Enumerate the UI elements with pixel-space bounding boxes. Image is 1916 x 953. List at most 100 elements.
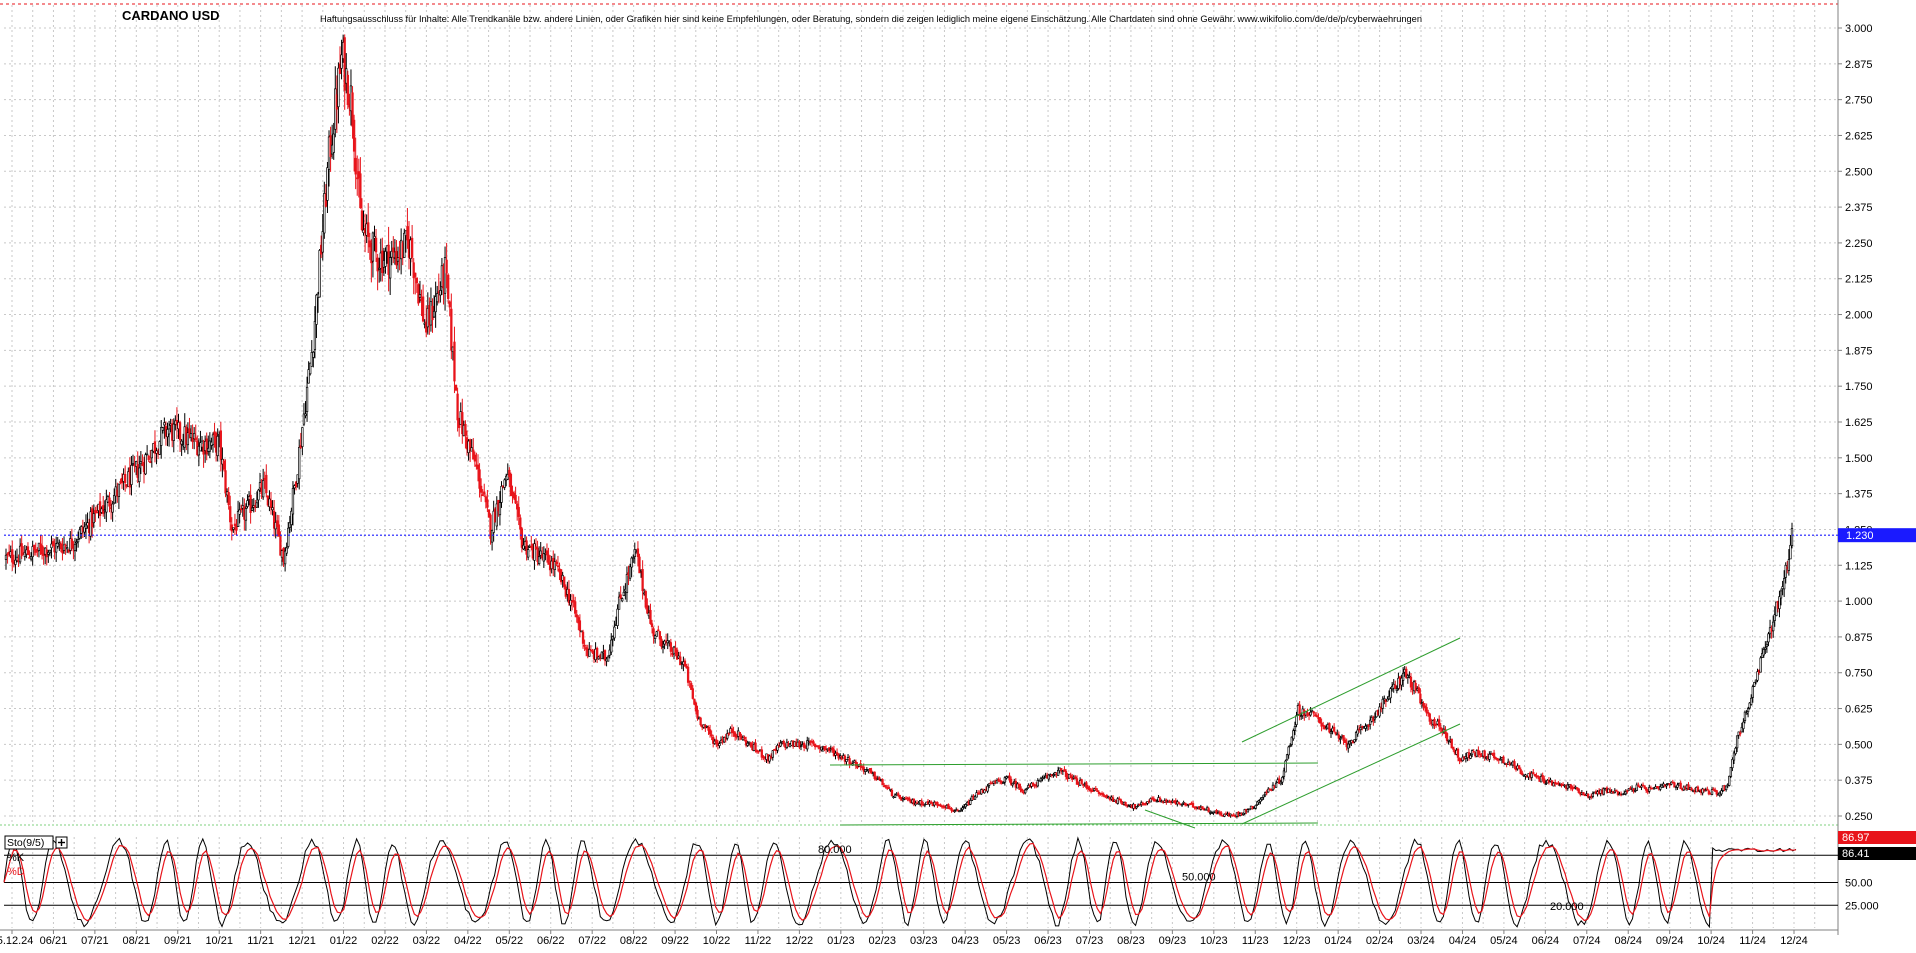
candle-body bbox=[588, 648, 591, 657]
candle-body bbox=[1530, 772, 1533, 778]
candle-body bbox=[307, 369, 310, 384]
candle-body bbox=[1011, 783, 1014, 786]
candle-body bbox=[517, 506, 520, 517]
candle-body bbox=[1259, 798, 1262, 802]
candle-body bbox=[969, 800, 972, 805]
x-tick-label: 10/24 bbox=[1697, 935, 1725, 947]
candle-body bbox=[1477, 749, 1480, 755]
candle-body bbox=[908, 797, 911, 801]
candle-body bbox=[1025, 788, 1028, 790]
candle-body bbox=[1220, 812, 1223, 816]
candle-body bbox=[1467, 752, 1471, 758]
candle-body bbox=[1767, 633, 1770, 643]
candle-body bbox=[514, 494, 517, 504]
candle-body bbox=[1765, 643, 1769, 647]
candle-body bbox=[569, 599, 572, 606]
candle-body bbox=[898, 794, 901, 799]
candle-body bbox=[1364, 725, 1367, 729]
candle-body bbox=[500, 485, 503, 503]
x-tick-label: 06/21 bbox=[40, 935, 68, 947]
candle-body bbox=[1155, 800, 1159, 803]
candle-body bbox=[498, 502, 502, 516]
candle-body bbox=[464, 423, 467, 436]
candle-body bbox=[688, 680, 691, 683]
candle-body bbox=[893, 794, 897, 798]
candle-body bbox=[163, 422, 166, 426]
candle-body bbox=[603, 650, 607, 661]
candle-body bbox=[367, 222, 370, 237]
candle-body bbox=[269, 500, 273, 508]
stoch-d-badge bbox=[1838, 847, 1916, 860]
stoch-tick-label: 50.00 bbox=[1845, 878, 1873, 890]
candle-body bbox=[1287, 746, 1290, 756]
stoch-k-value: 86.97 bbox=[1842, 832, 1870, 844]
candle-body bbox=[732, 730, 735, 734]
candle-body bbox=[240, 508, 243, 511]
candle-body bbox=[834, 752, 837, 756]
candle-body bbox=[384, 251, 387, 267]
y-tick-label: 1.875 bbox=[1845, 345, 1873, 357]
candle-body bbox=[224, 470, 227, 494]
candle-body bbox=[1378, 706, 1381, 717]
candle-body bbox=[1754, 679, 1758, 683]
x-tick-label: 09/23 bbox=[1159, 935, 1187, 947]
candle-body bbox=[1019, 786, 1022, 790]
candle-body bbox=[1289, 745, 1292, 747]
candle-body bbox=[487, 509, 491, 518]
candle-body bbox=[1735, 735, 1739, 749]
x-tick-label: 10/21 bbox=[205, 935, 233, 947]
candle-body bbox=[1312, 711, 1315, 714]
candle-body bbox=[131, 463, 135, 465]
x-tick-label: 02/24 bbox=[1366, 935, 1394, 947]
candle-body bbox=[890, 789, 894, 797]
candle-body bbox=[1637, 784, 1640, 787]
candle-body bbox=[167, 428, 171, 435]
candle-body bbox=[820, 746, 823, 751]
candle-body bbox=[1342, 735, 1345, 741]
candle-body bbox=[31, 546, 34, 558]
candle-body bbox=[64, 544, 67, 547]
candle-body bbox=[519, 517, 522, 530]
y-tick-label: 2.750 bbox=[1845, 95, 1873, 107]
candle-body bbox=[78, 529, 81, 539]
candle-body bbox=[6, 553, 9, 556]
candle-body bbox=[1119, 799, 1123, 803]
candle-body bbox=[1488, 753, 1491, 760]
candle-body bbox=[456, 393, 459, 421]
candle-body bbox=[832, 749, 836, 757]
candle-body bbox=[1502, 756, 1505, 763]
candle-body bbox=[1543, 778, 1546, 784]
x-tick-label: 07/21 bbox=[81, 935, 109, 947]
candle-body bbox=[1111, 797, 1115, 802]
candle-body bbox=[277, 524, 280, 537]
x-tick-label: 10/23 bbox=[1200, 935, 1228, 947]
candle-body bbox=[1339, 738, 1342, 740]
candle-body bbox=[1587, 794, 1590, 798]
candle-body bbox=[1764, 647, 1767, 650]
candle-body bbox=[1060, 768, 1063, 772]
candle-body bbox=[694, 702, 698, 712]
candle-body bbox=[1544, 783, 1547, 785]
candle-body bbox=[1783, 578, 1786, 590]
stoch-title-box bbox=[4, 835, 54, 850]
candle-body bbox=[1309, 711, 1312, 716]
candle-body bbox=[525, 540, 528, 555]
candle-body bbox=[1405, 668, 1408, 678]
candle-body bbox=[1298, 704, 1301, 716]
x-tick-label: 12/21 bbox=[288, 935, 316, 947]
candle-body bbox=[227, 492, 230, 506]
candle-body bbox=[1654, 786, 1657, 790]
candle-body bbox=[574, 601, 577, 614]
candle-body bbox=[1541, 775, 1544, 780]
candle-body bbox=[432, 310, 436, 318]
candle-body bbox=[1400, 677, 1403, 686]
candle-body bbox=[40, 545, 44, 555]
stoch-k-label: %K bbox=[7, 852, 25, 864]
candle-body bbox=[628, 566, 632, 579]
candle-body bbox=[208, 440, 211, 452]
candle-body bbox=[854, 761, 858, 767]
x-tick-label: 01/22 bbox=[330, 935, 358, 947]
candle-body bbox=[920, 800, 923, 806]
candle-body bbox=[26, 546, 30, 556]
candle-body bbox=[581, 631, 585, 644]
